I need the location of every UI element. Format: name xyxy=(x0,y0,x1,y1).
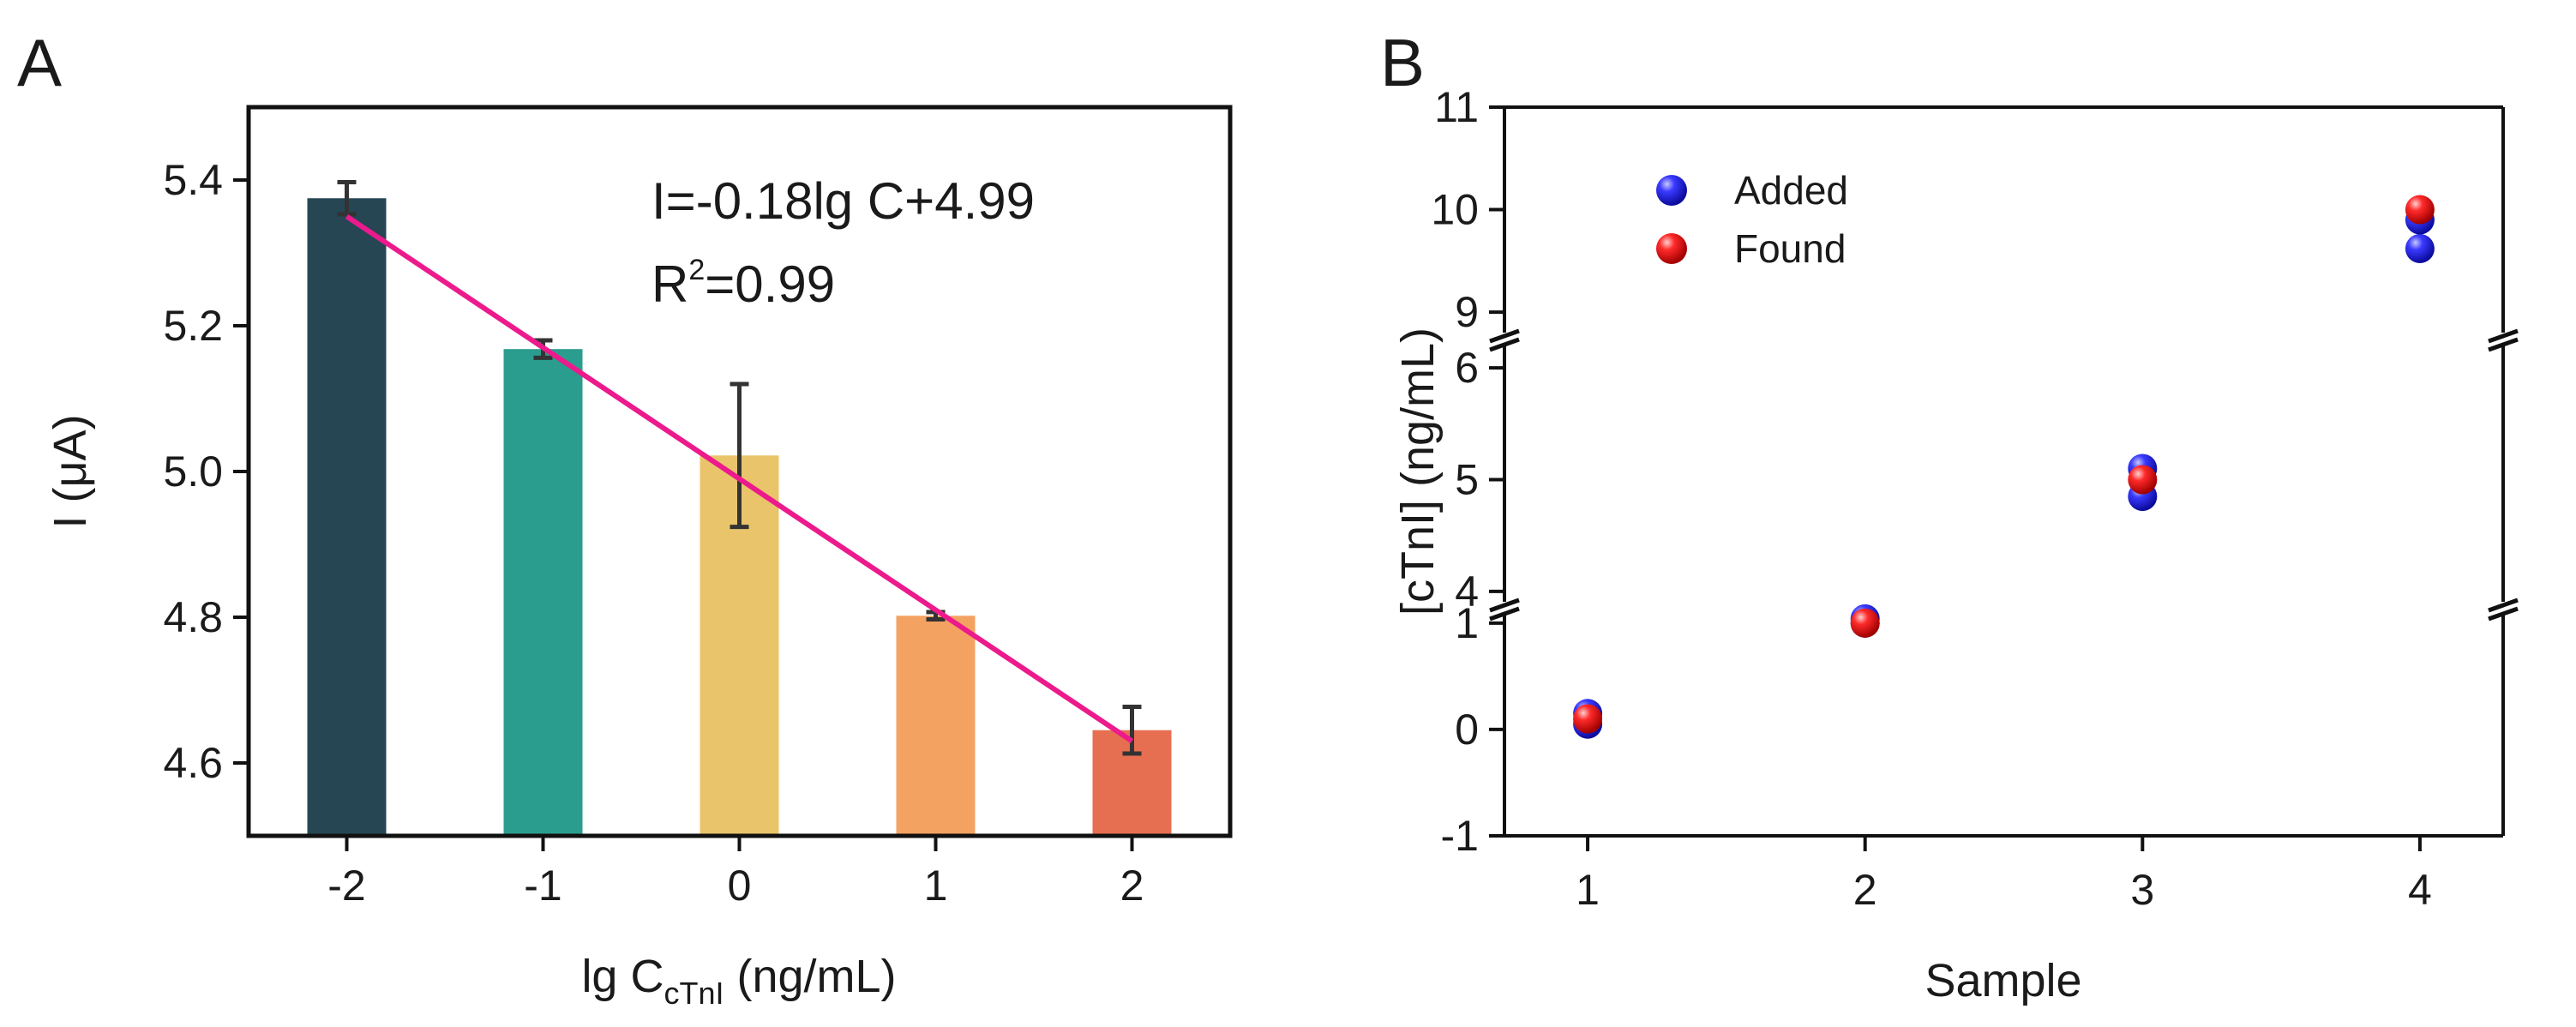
x-tick-2: 2 xyxy=(1120,836,1144,910)
panel-b-y-axis-title: [cTnI] (ng/mL) xyxy=(1392,327,1444,616)
panel-b-letter: B xyxy=(1380,25,1425,100)
axis-break-right-lower xyxy=(2488,598,2519,622)
y-tick-label: 4 xyxy=(1455,568,1479,616)
y-tick-1: 1 xyxy=(1455,599,1504,647)
y-tick-4.8: 4.8 xyxy=(163,593,249,641)
legend-label-added: Added xyxy=(1734,168,1848,213)
y-tick-label: 5.0 xyxy=(163,447,223,495)
r2-superscript: 2 xyxy=(688,254,705,286)
fit-r-squared: R2=0.99 xyxy=(652,254,835,313)
y-tick-label: 10 xyxy=(1431,186,1479,234)
y-tick-neg1: -1 xyxy=(1441,812,1504,860)
y-tick-5.4: 5.4 xyxy=(163,156,249,204)
panel-b-legend: Added Found xyxy=(1656,168,1848,271)
y-tick-label: 11 xyxy=(1434,83,1479,131)
x-tick-neg1: -1 xyxy=(524,836,562,910)
x-tick-0: 0 xyxy=(728,836,752,910)
x-tick-label: 1 xyxy=(1576,866,1600,914)
x-tick-label: 0 xyxy=(728,862,752,910)
y-tick-label: -1 xyxy=(1441,812,1479,860)
panel-b-x-ticks: 1 2 3 4 xyxy=(1576,836,2432,914)
y-tick-5.0: 5.0 xyxy=(163,447,249,495)
y-tick-10: 10 xyxy=(1431,186,1504,234)
panel-a-x-axis-title: lg CcTnI (ng/mL) xyxy=(581,951,896,1011)
x-tick-label: 3 xyxy=(2130,866,2154,914)
error-bar-0 xyxy=(730,381,749,530)
x-axis-title-unit: (ng/mL) xyxy=(724,951,896,1002)
bar-1 xyxy=(896,616,976,836)
x-tick-4: 4 xyxy=(2408,836,2432,914)
panel-b-frame xyxy=(1489,105,2519,838)
panel-a-letter: A xyxy=(17,25,62,100)
x-tick-label: 2 xyxy=(1853,866,1877,914)
x-tick-label: 4 xyxy=(2408,866,2432,914)
bar-neg1 xyxy=(503,349,583,836)
y-tick-6: 6 xyxy=(1455,344,1504,392)
found-point xyxy=(2128,465,2158,495)
fit-equation: I=-0.18lg C+4.99 xyxy=(652,172,1035,230)
y-tick-label: 9 xyxy=(1455,288,1479,336)
found-point xyxy=(2405,195,2435,225)
r2-value: =0.99 xyxy=(705,255,835,313)
error-bar-2 xyxy=(1122,705,1142,756)
x-tick-1: 1 xyxy=(1576,836,1600,914)
panel-b: B xyxy=(1380,25,2519,1006)
x-tick-label: 2 xyxy=(1120,862,1144,910)
y-tick-5.2: 5.2 xyxy=(163,302,249,350)
legend-marker-added xyxy=(1656,175,1687,206)
found-point xyxy=(1850,608,1880,638)
y-tick-label: 5 xyxy=(1455,456,1479,504)
series-added-points xyxy=(1573,205,2435,739)
series-found-points xyxy=(1573,195,2435,734)
x-tick-label: -2 xyxy=(327,862,365,910)
x-tick-label: 1 xyxy=(924,862,948,910)
x-axis-title-main: lg C xyxy=(581,951,664,1002)
x-tick-1: 1 xyxy=(924,836,948,910)
panel-b-y-ticks: -1 0 1 4 5 6 9 10 11 xyxy=(1431,83,1504,860)
y-tick-4.6: 4.6 xyxy=(163,739,249,787)
x-tick-neg2: -2 xyxy=(327,836,366,910)
y-tick-4: 4 xyxy=(1455,568,1504,616)
panel-a-bars xyxy=(307,198,1172,836)
legend-label-found: Found xyxy=(1734,226,1846,271)
y-tick-0: 0 xyxy=(1455,706,1504,754)
y-tick-label: 5.4 xyxy=(163,156,223,204)
fit-line xyxy=(345,214,1134,743)
panel-b-x-axis-title: Sample xyxy=(1924,955,2081,1006)
y-tick-11: 11 xyxy=(1434,83,1504,131)
panel-a-y-axis-title: I (μA) xyxy=(45,414,96,528)
bar-neg2 xyxy=(307,198,387,836)
panel-a: A 4.6 4.8 xyxy=(17,25,1233,1011)
y-tick-label: 5.2 xyxy=(163,302,223,350)
y-tick-label: 4.6 xyxy=(163,739,223,787)
y-tick-label: 0 xyxy=(1455,706,1479,754)
axis-break-right-upper xyxy=(2488,328,2519,352)
added-point xyxy=(2405,233,2435,263)
axis-break-left-upper xyxy=(1489,328,1520,352)
found-point xyxy=(1573,704,1603,734)
x-tick-label: -1 xyxy=(524,862,561,910)
y-tick-5: 5 xyxy=(1455,456,1504,504)
legend-marker-found xyxy=(1656,233,1687,264)
y-tick-9: 9 xyxy=(1455,288,1504,336)
error-bar-neg2 xyxy=(337,180,357,217)
axis-break-left-lower xyxy=(1489,598,1520,622)
r2-prefix: R xyxy=(652,255,688,313)
panel-a-y-ticks: 4.6 4.8 5.0 5.2 5.4 xyxy=(163,156,249,787)
panel-a-x-ticks: -2 -1 0 1 2 xyxy=(327,836,1144,910)
x-axis-title-subscript: cTnI xyxy=(664,976,724,1011)
y-tick-label: 6 xyxy=(1455,344,1479,392)
x-tick-3: 3 xyxy=(2130,836,2154,914)
y-tick-label: 1 xyxy=(1455,599,1479,647)
x-tick-2: 2 xyxy=(1853,836,1877,914)
y-tick-label: 4.8 xyxy=(163,593,223,641)
